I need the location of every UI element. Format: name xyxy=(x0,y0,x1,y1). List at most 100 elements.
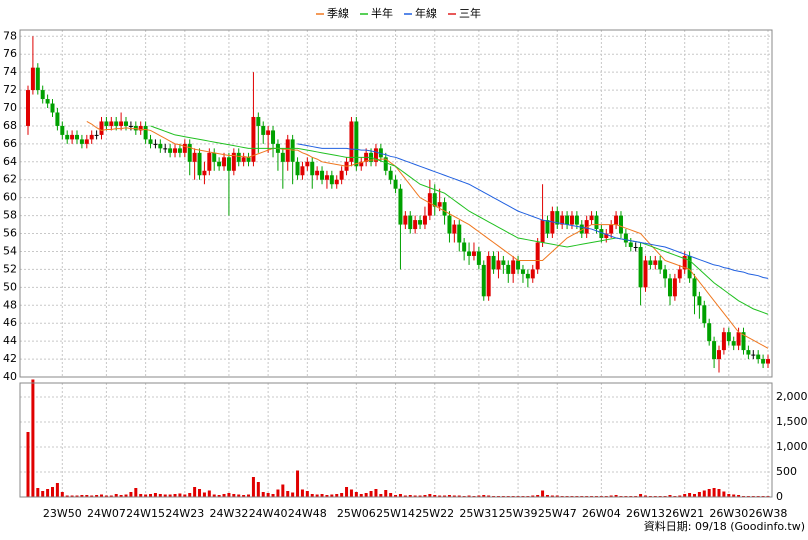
candle-body xyxy=(187,143,192,162)
candle-body xyxy=(158,143,163,149)
candle-body xyxy=(334,179,339,185)
candle-body xyxy=(756,354,761,360)
volume-bar xyxy=(163,494,167,497)
volume-bar xyxy=(428,494,432,497)
volume-bar xyxy=(46,489,50,497)
volume-bar xyxy=(202,492,206,497)
volume-bar xyxy=(261,492,265,497)
candle-body xyxy=(427,193,432,216)
candle-body xyxy=(506,264,511,274)
candle-body xyxy=(163,148,168,150)
volume-bar xyxy=(354,492,358,497)
volume-bar xyxy=(379,494,383,497)
x-tick-label: 26W04 xyxy=(582,507,621,520)
candle-body xyxy=(256,116,261,126)
volume-bar xyxy=(222,494,226,497)
candle-body xyxy=(373,148,378,162)
y-tick-label: 78 xyxy=(3,29,17,42)
candle-body xyxy=(320,170,325,180)
candle-body xyxy=(422,215,427,225)
candle-body xyxy=(266,130,271,135)
candle-body xyxy=(452,224,457,234)
candle-body xyxy=(329,175,334,185)
x-tick-label: 25W22 xyxy=(415,507,454,520)
volume-bar xyxy=(545,495,549,497)
volume-bar xyxy=(144,494,148,497)
y-tick-label: 54 xyxy=(3,244,17,257)
candle-body xyxy=(271,130,276,144)
candle-body xyxy=(432,193,437,207)
y2-tick-label: 1,500 xyxy=(776,415,808,428)
candle-body xyxy=(197,152,202,176)
volume-bar xyxy=(737,495,741,497)
candle-body xyxy=(280,152,285,162)
candle-body xyxy=(30,67,35,91)
volume-bar xyxy=(325,495,329,497)
candle-body xyxy=(491,255,496,270)
y-tick-label: 42 xyxy=(3,352,17,365)
y2-tick-label: 2,000 xyxy=(776,390,808,403)
candle-body xyxy=(589,215,594,221)
candle-body xyxy=(623,233,628,243)
candle-body xyxy=(643,260,648,288)
candle-body xyxy=(398,188,403,225)
y-tick-label: 72 xyxy=(3,83,17,96)
y2-tick-label: 0 xyxy=(776,490,783,503)
candle-body xyxy=(109,121,114,126)
candle-body xyxy=(555,211,560,225)
candle-body xyxy=(226,157,231,171)
candle-body xyxy=(672,278,677,297)
volume-bar xyxy=(271,494,275,497)
volume-bar xyxy=(369,491,373,497)
candle-body xyxy=(481,264,486,297)
volume-bar xyxy=(697,492,701,497)
candle-body xyxy=(731,341,736,346)
volume-bar xyxy=(374,489,378,497)
volume-bar xyxy=(129,492,133,497)
volume-bar xyxy=(75,495,79,497)
volume-bar xyxy=(487,495,491,497)
candle-body xyxy=(300,166,305,176)
candle-body xyxy=(35,67,40,91)
candle-body xyxy=(766,359,770,364)
volume-bar xyxy=(31,379,35,497)
candle-body xyxy=(324,175,329,180)
volume-bar xyxy=(531,495,535,497)
candle-body xyxy=(251,116,256,162)
volume-bar xyxy=(276,489,280,497)
volume-frame xyxy=(19,382,773,498)
volume-bar xyxy=(438,495,442,497)
candle-body xyxy=(354,121,359,167)
candle-body xyxy=(153,143,158,145)
volume-bar xyxy=(158,494,162,497)
candle-body xyxy=(182,143,187,153)
candle-body xyxy=(638,246,643,288)
volume-bar xyxy=(124,494,128,497)
volume-bar xyxy=(443,495,447,497)
y2-tick-label: 1,000 xyxy=(776,440,808,453)
candle-body xyxy=(40,90,45,100)
volume-bar xyxy=(41,491,45,497)
volume-bar xyxy=(678,495,682,497)
candle-body xyxy=(594,215,599,230)
volume-bar xyxy=(433,495,437,497)
candle-body xyxy=(574,215,579,225)
volume-bar xyxy=(384,490,388,497)
volume-bar xyxy=(227,493,231,497)
candle-body xyxy=(94,134,99,136)
candle-body xyxy=(349,121,354,162)
y-tick-label: 62 xyxy=(3,173,17,186)
candle-body xyxy=(173,148,178,153)
candle-body xyxy=(26,90,30,126)
candle-body xyxy=(633,246,638,248)
y-tick-label: 66 xyxy=(3,137,17,150)
candle-body xyxy=(310,161,315,176)
candle-body xyxy=(599,229,604,239)
y-tick-label: 40 xyxy=(3,370,17,383)
volume-bar xyxy=(394,495,398,497)
volume-bar xyxy=(286,491,290,497)
candle-body xyxy=(726,332,731,342)
candle-body xyxy=(746,350,751,355)
volume-bar xyxy=(643,495,647,497)
candle-body xyxy=(359,161,364,167)
